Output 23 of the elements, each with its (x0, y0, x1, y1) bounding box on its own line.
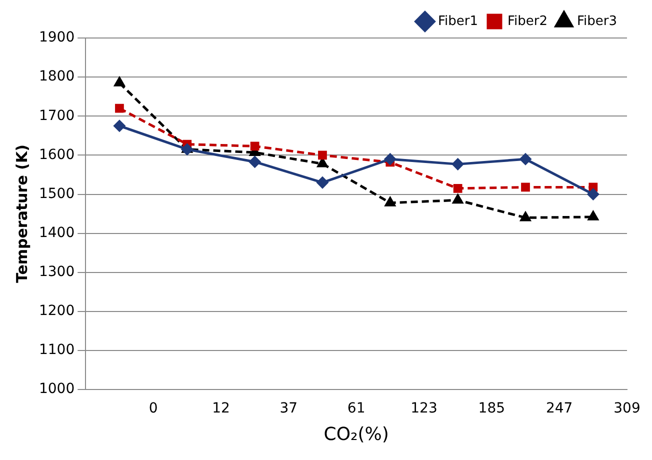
x-tick-label: 61 (347, 400, 366, 417)
y-tick-label: 1600 (38, 146, 75, 163)
x-tick-label: 12 (212, 400, 230, 417)
y-tick-label: 1500 (38, 186, 75, 202)
legend-label: Fiber3 (576, 14, 618, 29)
x-tick-label: 185 (478, 400, 506, 417)
legend-label: Fiber2 (507, 14, 548, 29)
x-tick-label: 309 (614, 400, 640, 417)
y-tick-label: 1400 (38, 224, 75, 241)
x-tick-label: 247 (546, 400, 573, 417)
x-tick-label: 123 (410, 400, 438, 417)
y-tick-label: 1000 (38, 381, 75, 398)
y-tick-label: 1800 (38, 68, 75, 85)
y-tick-label: 1200 (38, 303, 75, 320)
y-tick-label: 1900 (38, 30, 75, 46)
y-axis-title: Temperature (K) (12, 144, 31, 284)
x-tick-label: 37 (280, 400, 298, 417)
x-tick-label: 0 (148, 400, 158, 417)
y-tick-label: 1300 (38, 264, 75, 280)
legend-label: Fiber1 (438, 14, 478, 29)
x-axis-title: CO₂(%) (324, 424, 389, 445)
y-tick-label: 1700 (38, 108, 75, 124)
y-tick-label: 1100 (38, 342, 75, 358)
